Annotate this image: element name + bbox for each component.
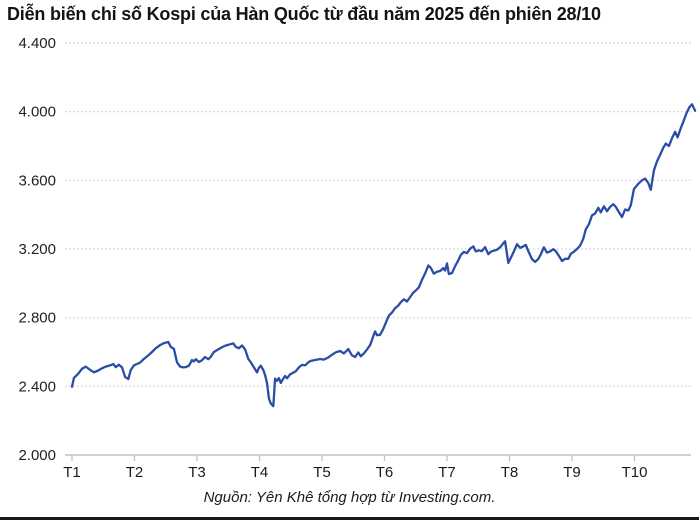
y-axis-label: 3.600 — [18, 172, 56, 189]
kospi-line-chart: 2.000 2.400 2.800 3.200 3.600 4.000 4.400 T1 T2 T… — [18, 35, 697, 481]
y-axis-label: 4.400 — [18, 35, 56, 52]
y-axis-label: 2.400 — [18, 378, 56, 395]
x-axis-label: T3 — [188, 464, 206, 481]
y-axis-label: 4.000 — [18, 104, 56, 121]
x-axis-label: T6 — [376, 464, 394, 481]
x-axis-label: T2 — [126, 464, 144, 481]
x-axis-label: T8 — [501, 464, 519, 481]
source-credit: Nguồn: Yên Khê tổng hợp từ Investing.com… — [203, 489, 496, 506]
x-axis-label: T1 — [63, 464, 81, 481]
x-axis-label: T7 — [438, 464, 456, 481]
x-axis-label: T10 — [622, 464, 648, 481]
y-axis-label: 3.200 — [18, 241, 56, 258]
y-axis-label: 2.800 — [18, 310, 56, 327]
chart-title: Diễn biến chỉ số Kospi của Hàn Quốc từ đ… — [7, 4, 601, 24]
bottom-divider-bar — [0, 517, 699, 520]
x-axis-label: T9 — [563, 464, 581, 481]
x-axis-label: T4 — [251, 464, 269, 481]
x-axis-label: T5 — [313, 464, 331, 481]
kospi-line — [70, 103, 697, 408]
y-axis-label: 2.000 — [18, 447, 56, 464]
